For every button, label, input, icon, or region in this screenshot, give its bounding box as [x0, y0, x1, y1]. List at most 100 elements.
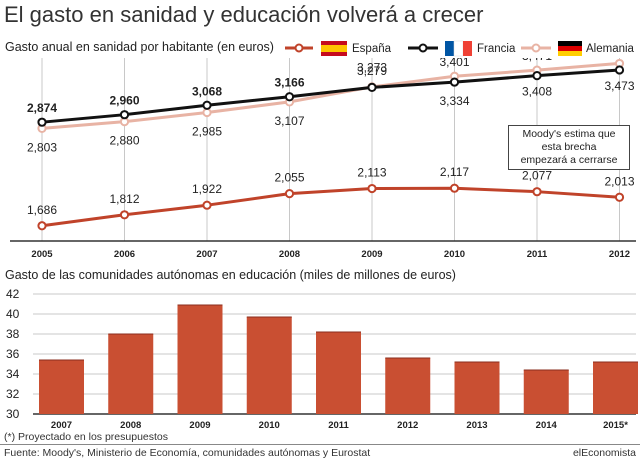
y-tick-38: 38	[6, 327, 20, 341]
legend-marker-francia	[418, 43, 428, 53]
point-francia-2012	[614, 65, 625, 75]
point-francia-2005	[37, 117, 47, 127]
data-label-alemania-2010: 3,401	[439, 58, 469, 69]
x-tick-2009: 2009	[361, 249, 382, 260]
bar-2014	[523, 370, 569, 414]
x-tick-2008: 2008	[120, 420, 141, 431]
y-tick-40: 40	[6, 307, 20, 321]
data-label-alemania-2005: 2,803	[27, 140, 57, 154]
x-tick-2011: 2011	[527, 249, 548, 260]
legend-label-alemania: Alemania	[586, 43, 635, 55]
point-españa-2008	[284, 189, 295, 199]
legend-svg: España Francia Alemania	[285, 40, 635, 57]
data-label-españa-2008: 2,055	[274, 171, 304, 185]
point-españa-2007	[202, 200, 212, 210]
y-tick-36: 36	[6, 347, 20, 361]
bar-chart: 30 32 34 36 38 40 42 2007 2008 2009 2010 2011 2012 20…	[6, 287, 638, 431]
legend-label-espana: España	[352, 43, 392, 55]
point-españa-2012	[614, 192, 625, 202]
x-tick-2014: 2014	[536, 420, 558, 431]
data-label-francia-2010: 3,334	[439, 94, 469, 108]
data-label-españa-2012: 2,013	[604, 174, 634, 188]
data-label-españa-2010: 2,117	[440, 165, 469, 179]
legend-marker-alemania	[531, 43, 541, 53]
footer-divider	[0, 444, 640, 445]
point-españa-2005	[37, 221, 47, 231]
data-label-francia-2011: 3,408	[522, 85, 552, 99]
data-label-alemania-2008: 3,107	[274, 114, 304, 128]
data-label-francia-2005: 2,874	[27, 101, 57, 115]
point-francia-2007	[202, 100, 212, 110]
spain-flag-icon	[321, 41, 347, 56]
point-francia-2011	[532, 71, 542, 81]
point-francia-2009	[367, 82, 377, 92]
bar-2010	[246, 317, 292, 414]
point-francia-2010	[449, 77, 460, 87]
data-label-españa-2009: 2,113	[357, 166, 386, 180]
x-tick-2009: 2009	[189, 420, 210, 431]
annotation-line-1: Moody's estima que	[522, 128, 616, 140]
bar-2013	[454, 362, 500, 414]
x-tick-2005: 2005	[31, 249, 53, 260]
legend-label-francia: Francia	[477, 43, 516, 55]
footnote: (*) Proyectado en los presupuestos	[4, 431, 169, 443]
bar-2008	[108, 334, 154, 414]
series-line-francia	[41, 68, 620, 124]
x-tick-2012: 2012	[609, 249, 630, 260]
legend-marker-espana	[294, 43, 304, 53]
data-label-alemania-2009: 3,279	[357, 64, 387, 78]
y-tick-34: 34	[6, 367, 20, 381]
point-alemania-2007	[202, 107, 212, 118]
brand-logo: elEconomista	[572, 447, 636, 459]
x-tick-2011: 2011	[328, 420, 349, 431]
data-label-francia-2007: 3,068	[192, 84, 222, 98]
bar-2012	[385, 358, 431, 414]
data-label-francia-2012: 3,473	[604, 79, 634, 93]
annotation-line-2: esta brecha	[541, 141, 597, 153]
y-tick-30: 30	[6, 407, 20, 421]
data-label-alemania-2007: 2,985	[192, 125, 222, 139]
source-text: Fuente: Moody's, Ministerio de Economía,…	[4, 447, 371, 459]
germany-flag-icon	[558, 41, 582, 56]
bar-chart-title: Gasto de las comunidades autónomas en ed…	[5, 268, 456, 282]
y-tick-42: 42	[6, 287, 20, 301]
point-españa-2011	[532, 187, 542, 197]
data-label-españa-2007: 1,922	[192, 182, 222, 196]
line-chart-title: Gasto anual en sanidad por habitante (en…	[5, 40, 274, 54]
line-chart: 2005 2006 2007 2008 2009 2010 2011 2012 1,686 1,8…	[10, 58, 636, 260]
x-tick-2008: 2008	[279, 249, 300, 260]
point-francia-2006	[119, 110, 130, 120]
series-line-españa	[41, 186, 620, 228]
x-tick-2010: 2010	[259, 420, 280, 431]
data-label-españa-2006: 1,812	[109, 192, 139, 206]
x-tick-2007: 2007	[51, 420, 72, 431]
point-francia-2008	[284, 92, 295, 102]
bar-2011	[316, 332, 361, 414]
bar-2015*	[593, 362, 638, 414]
data-label-francia-2008: 3,166	[274, 76, 304, 90]
point-españa-2006	[119, 210, 130, 220]
series-line-alemania	[41, 61, 620, 130]
bar-2007	[39, 360, 84, 414]
data-label-alemania-2006: 2,880	[109, 134, 139, 148]
x-tick-2015*: 2015*	[603, 420, 628, 431]
annotation-line-3: empezará a cerrarse	[520, 154, 618, 166]
france-flag-icon	[445, 40, 472, 57]
x-tick-2012: 2012	[397, 420, 418, 431]
annotation-box: Moody's estima que esta brecha empezará …	[508, 125, 630, 170]
point-españa-2010	[449, 183, 460, 193]
data-label-españa-2005: 1,686	[27, 203, 57, 217]
line-chart-legend: España Francia Alemania	[283, 38, 638, 58]
page-title: El gasto en sanidad y educación volverá …	[4, 2, 484, 27]
x-tick-2013: 2013	[466, 420, 487, 431]
x-tick-2006: 2006	[114, 249, 135, 260]
x-tick-2007: 2007	[196, 249, 217, 260]
bar-2009	[177, 305, 223, 414]
data-label-españa-2011: 2,077	[522, 169, 552, 183]
data-label-francia-2006: 2,960	[109, 94, 139, 108]
data-label-francia-2009: 3,273	[357, 60, 387, 74]
y-tick-32: 32	[6, 387, 20, 401]
x-tick-2010: 2010	[444, 249, 465, 260]
data-label-alemania-2011: 3,471	[522, 58, 552, 63]
